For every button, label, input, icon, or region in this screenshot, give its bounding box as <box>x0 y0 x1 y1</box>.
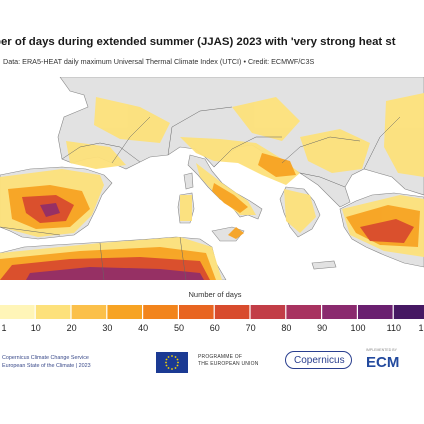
eu-programme-text: PROGRAMME OF THE EUROPEAN UNION <box>198 354 259 368</box>
scale-swatch <box>71 305 107 319</box>
tick-label: 90 <box>317 323 328 333</box>
tick-label: 20 <box>66 323 77 333</box>
scale-swatch <box>393 305 424 319</box>
scale-swatch <box>358 305 393 319</box>
copernicus-logo: Copernicus <box>285 351 352 369</box>
tick-label: 110 <box>386 323 401 333</box>
c3s-line1: Copernicus Climate Change Service <box>2 355 89 361</box>
legend-title: Number of days <box>188 290 242 299</box>
ecmwf-logo: ECM <box>366 354 400 371</box>
land-crete <box>311 260 337 270</box>
eu-flag-logo <box>156 352 188 373</box>
tick-label: 40 <box>138 323 149 333</box>
scale-swatch <box>143 305 178 319</box>
implemented-by-text: IMPLEMENTED BY <box>366 348 397 352</box>
programme-line1: PROGRAMME OF <box>198 354 243 360</box>
tick-label: 10 <box>30 323 41 333</box>
color-scale-bar <box>0 305 424 319</box>
map-title: ber of days during extended summer (JJAS… <box>0 36 396 48</box>
scale-swatch <box>107 305 142 319</box>
tick-label: 100 <box>350 323 366 333</box>
tick-label: 50 <box>173 323 185 333</box>
footer-logos: Copernicus Climate Change Service Europe… <box>0 346 424 378</box>
land-corsica <box>183 172 194 190</box>
programme-line2: THE EUROPEAN UNION <box>198 361 259 367</box>
c3s-line2: European State of the Climate | 2023 <box>2 363 91 369</box>
tick-label: 80 <box>281 323 292 333</box>
tick-label: 60 <box>209 323 220 333</box>
scale-swatch <box>250 305 286 319</box>
c3s-credit: Copernicus Climate Change Service Europe… <box>2 354 91 370</box>
scale-swatch <box>214 305 250 319</box>
tick-label: 1 <box>418 323 424 333</box>
tick-label: 1 <box>1 323 7 333</box>
color-scale-ticks: 1 10 20 30 40 50 60 70 80 90 100 110 1 <box>0 323 424 335</box>
scale-swatch <box>0 305 35 319</box>
tick-label: 30 <box>102 323 113 333</box>
country-borders <box>0 106 401 280</box>
tick-label: 70 <box>245 323 256 333</box>
scale-swatch <box>35 305 71 319</box>
scale-swatch <box>286 305 321 319</box>
heat-very-high-days <box>26 203 204 280</box>
scale-swatch <box>322 305 357 319</box>
scale-swatch <box>179 305 214 319</box>
map-subtitle: Data: ERA5-HEAT daily maximum Universal … <box>3 57 315 66</box>
heat-stress-map <box>0 77 424 280</box>
